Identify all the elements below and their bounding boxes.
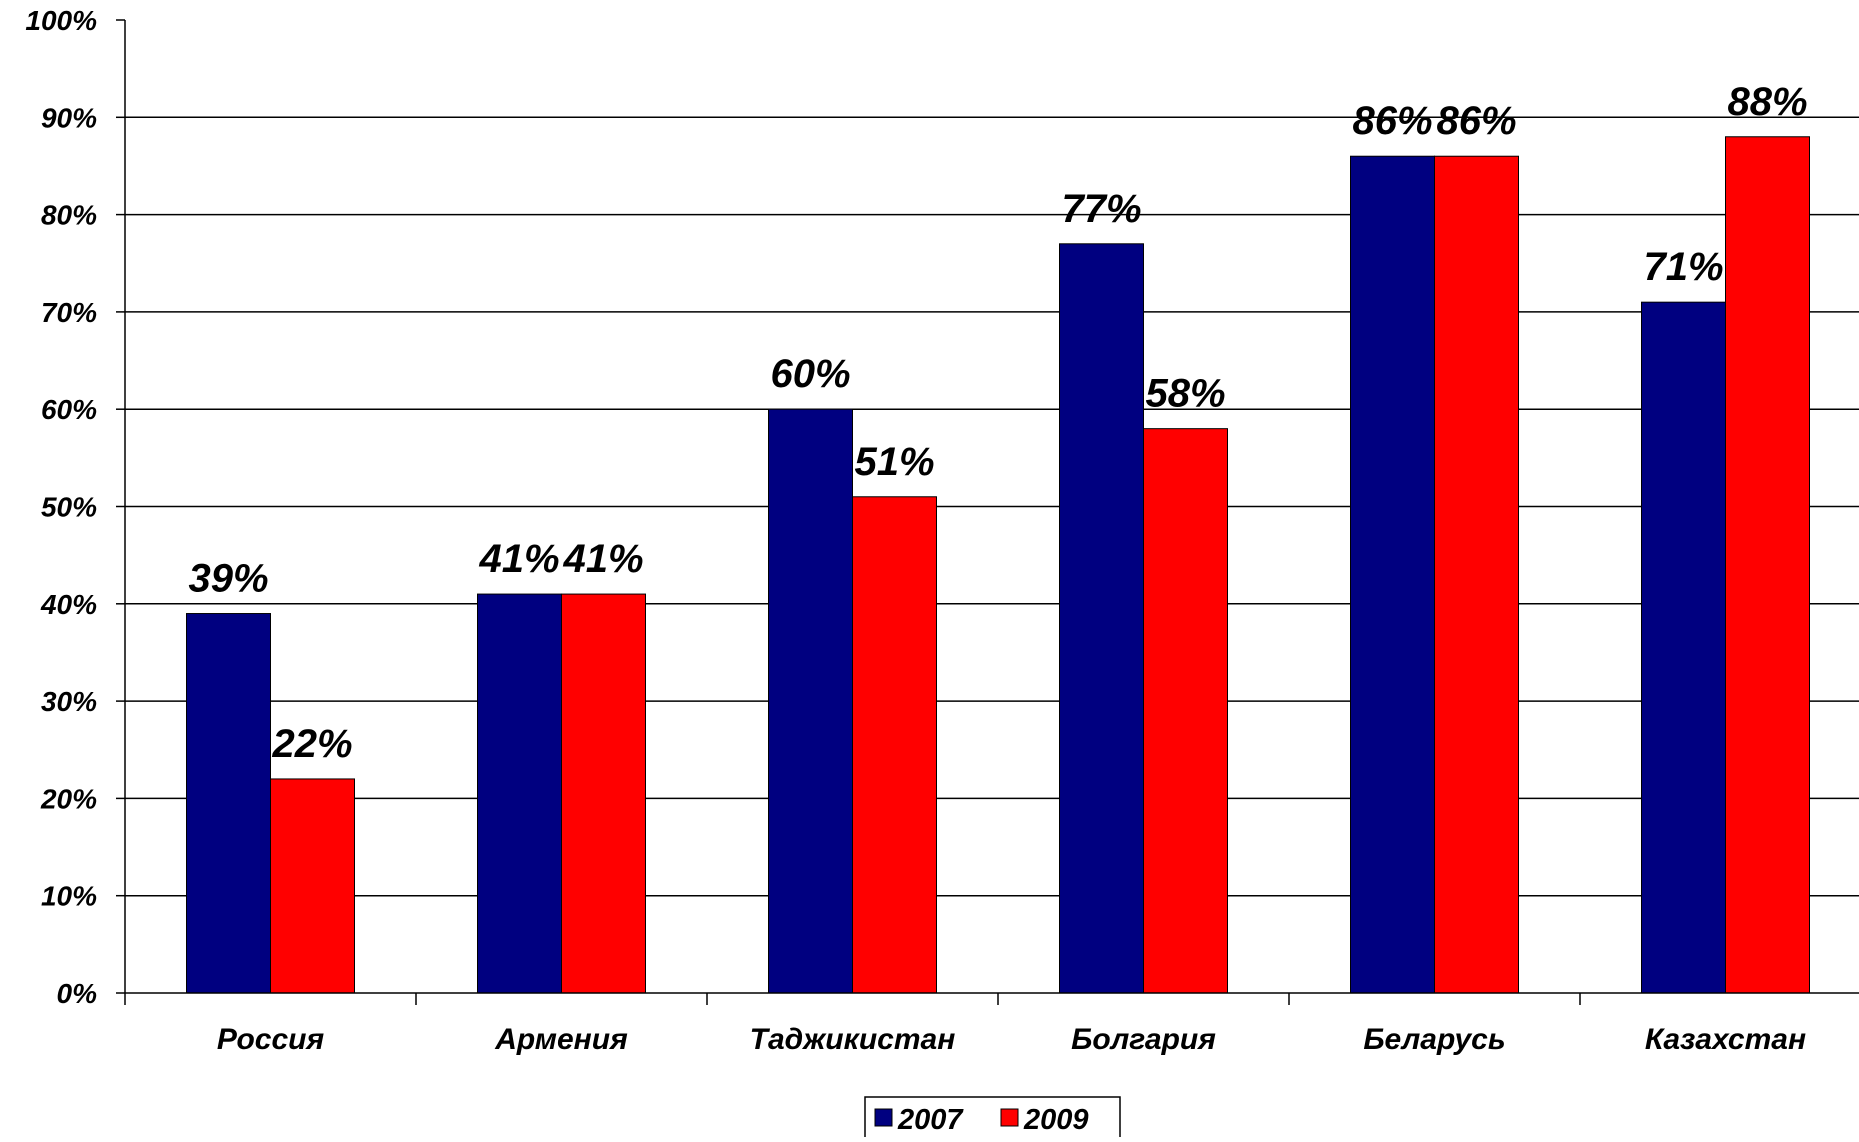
axes: 0% 10% 20% 30% 40% 50% 60% 70% 80% 90% 100% Россия А… <box>25 5 1859 1056</box>
bar-2009 <box>561 593 646 994</box>
x-tick-label: Россия <box>217 1023 325 1056</box>
legend-swatch-2007 <box>874 1108 893 1127</box>
legend-swatch-2009 <box>1000 1108 1019 1127</box>
bar-2007 <box>186 613 271 994</box>
legend-label: 2007 <box>897 1104 964 1136</box>
x-tick-label: Болгария <box>1071 1023 1216 1056</box>
y-tick-label: 30% <box>41 686 97 717</box>
y-tick-label: 90% <box>41 102 97 133</box>
data-label: 88% <box>1727 80 1807 124</box>
data-label: 22% <box>271 722 352 766</box>
bar-2007 <box>1641 301 1726 994</box>
data-label: 51% <box>854 440 934 484</box>
data-label: 58% <box>1145 372 1225 416</box>
bar-2009 <box>852 496 937 994</box>
y-tick-label: 60% <box>41 394 97 425</box>
x-tick-label: Армения <box>494 1023 628 1056</box>
bar-2007 <box>477 593 562 994</box>
x-tick-label: Беларусь <box>1363 1023 1505 1056</box>
data-label: 86% <box>1352 99 1432 143</box>
legend: 2007 2009 <box>864 1096 1121 1140</box>
legend-label: 2009 <box>1023 1104 1089 1136</box>
data-labels: 39% 22% 41% 41% 60%51% 77% 58% 86% 86% 71% 88% <box>188 80 1807 766</box>
x-tick-label: Казахстан <box>1645 1023 1806 1056</box>
y-tick-label: 20% <box>40 783 97 814</box>
x-tick-label: Таджикистан <box>750 1023 956 1056</box>
y-tick-label: 0% <box>57 978 98 1009</box>
bar-2009 <box>1434 155 1519 994</box>
data-label: 41% <box>562 537 643 581</box>
bar-2009 <box>270 778 355 994</box>
bar-2007 <box>1059 243 1144 994</box>
y-tick-label: 70% <box>41 297 97 328</box>
y-tick-label: 80% <box>41 200 97 231</box>
data-label: 77% <box>1061 187 1141 231</box>
data-label: 39% <box>188 557 268 601</box>
data-label: 71% <box>1643 245 1723 289</box>
gridlines <box>125 116 1859 897</box>
bar-2009 <box>1725 136 1810 994</box>
bars <box>186 136 1810 994</box>
bar-2009 <box>1143 428 1228 994</box>
y-tick-label: 40% <box>40 589 97 620</box>
data-label: 60% <box>770 352 850 396</box>
data-label: 41% <box>478 537 559 581</box>
y-tick-label: 50% <box>41 492 97 523</box>
bar-2007 <box>1350 155 1435 994</box>
bar-2007 <box>768 408 853 994</box>
data-label: 86% <box>1436 99 1516 143</box>
legend-box <box>864 1096 1121 1140</box>
y-tick-label: 100% <box>25 5 97 36</box>
y-tick-label: 10% <box>41 881 97 912</box>
